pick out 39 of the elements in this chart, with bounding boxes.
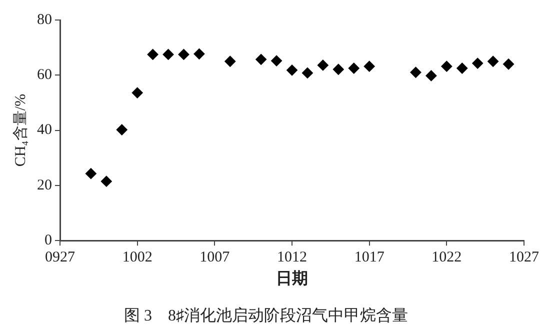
point: [503, 58, 514, 70]
point: [147, 48, 158, 60]
x-tick-label: 1022: [432, 250, 462, 266]
point: [348, 62, 360, 74]
point: [472, 58, 484, 69]
point: [317, 60, 328, 71]
point: [271, 55, 282, 66]
y-tick-label: 60: [37, 67, 52, 84]
x-tick-label: 0927: [45, 250, 76, 266]
x-tick-label: 1012: [277, 250, 307, 266]
point: [441, 60, 452, 72]
point: [132, 87, 143, 98]
point: [364, 60, 375, 72]
point: [410, 66, 422, 78]
point: [116, 124, 128, 136]
y-tick-label: 0: [44, 232, 52, 249]
x-tick-label: 1007: [200, 250, 230, 266]
y-tick-label: 40: [37, 122, 52, 138]
x-tick-label: 1017: [354, 250, 385, 266]
point: [332, 64, 344, 75]
y-tick-label: 20: [37, 177, 52, 194]
text: 图 3 8♯消化池启动阶段沼气中甲烷含量: [124, 306, 408, 325]
point: [256, 54, 267, 65]
point: [224, 56, 236, 67]
point: [488, 56, 499, 67]
y-axis-title: CH₄含量/%: [12, 94, 29, 167]
point: [194, 48, 205, 60]
x-axis-title: 日期: [276, 269, 308, 288]
point: [302, 67, 313, 78]
point: [178, 48, 190, 60]
point: [426, 70, 437, 82]
x-tick-label: 1027: [509, 250, 540, 266]
point: [162, 48, 174, 60]
point: [85, 168, 96, 180]
point: [100, 176, 112, 187]
point: [286, 64, 298, 76]
y-tick-label: 80: [37, 12, 52, 28]
point: [456, 62, 468, 74]
x-tick-label: 1002: [122, 250, 152, 266]
